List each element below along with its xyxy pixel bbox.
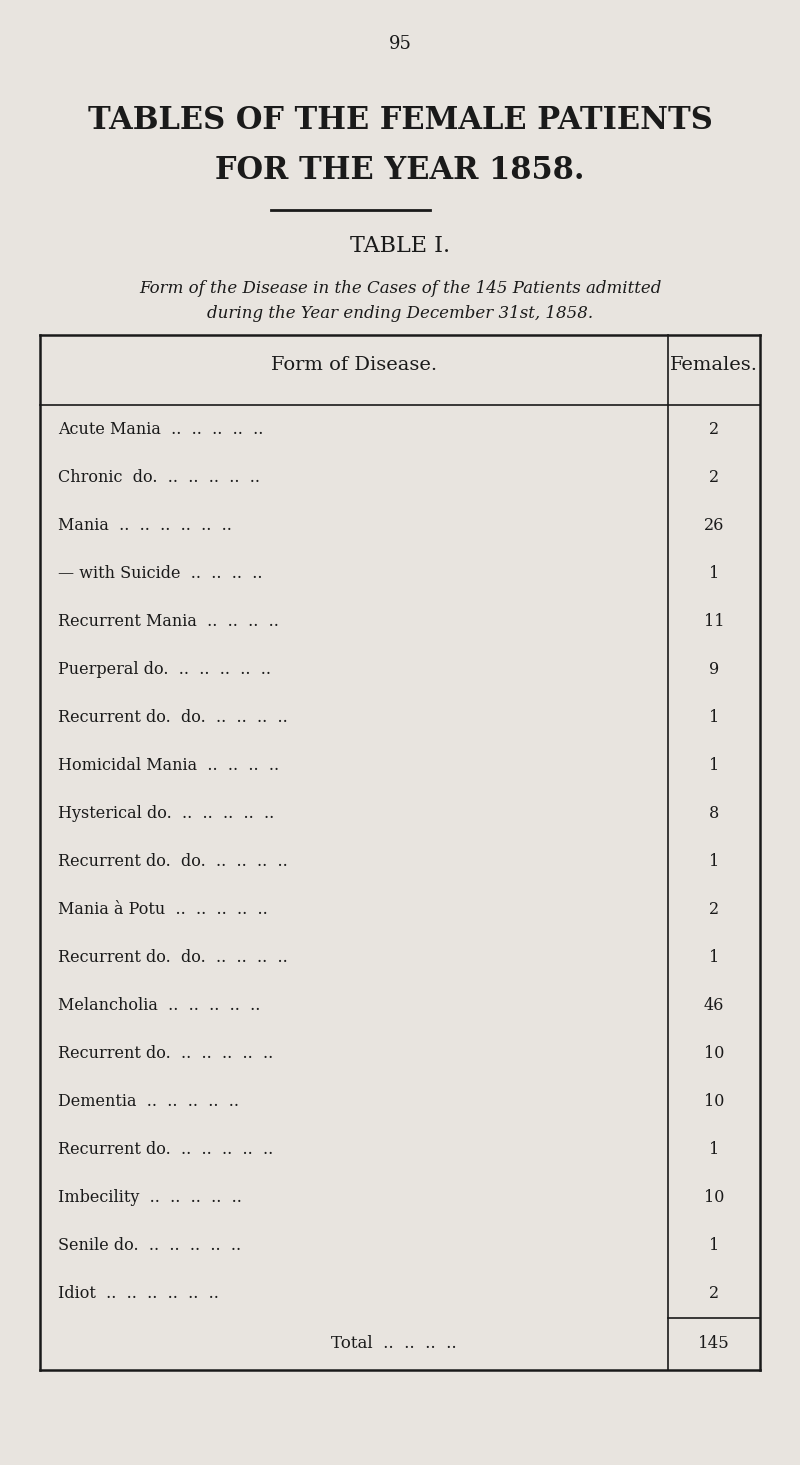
Text: 1: 1 xyxy=(709,949,719,965)
Text: 10: 10 xyxy=(704,1190,724,1206)
Text: Recurrent do.  do.  ..  ..  ..  ..: Recurrent do. do. .. .. .. .. xyxy=(58,949,288,965)
Text: 10: 10 xyxy=(704,1045,724,1062)
Text: 2: 2 xyxy=(709,1285,719,1302)
Text: Form of Disease.: Form of Disease. xyxy=(271,356,438,374)
Text: Total  ..  ..  ..  ..: Total .. .. .. .. xyxy=(331,1336,457,1352)
Text: Imbecility  ..  ..  ..  ..  ..: Imbecility .. .. .. .. .. xyxy=(58,1190,242,1206)
Text: 145: 145 xyxy=(698,1336,730,1352)
Text: Puerperal do.  ..  ..  ..  ..  ..: Puerperal do. .. .. .. .. .. xyxy=(58,661,271,678)
Text: Mania à Potu  ..  ..  ..  ..  ..: Mania à Potu .. .. .. .. .. xyxy=(58,901,268,919)
Text: Homicidal Mania  ..  ..  ..  ..: Homicidal Mania .. .. .. .. xyxy=(58,757,279,774)
Text: FOR THE YEAR 1858.: FOR THE YEAR 1858. xyxy=(215,155,585,186)
Text: Chronic  do.  ..  ..  ..  ..  ..: Chronic do. .. .. .. .. .. xyxy=(58,469,260,485)
Text: Recurrent do.  do.  ..  ..  ..  ..: Recurrent do. do. .. .. .. .. xyxy=(58,709,288,725)
Text: Form of the Disease in the Cases of the 145 Patients admitted: Form of the Disease in the Cases of the … xyxy=(139,280,661,297)
Text: 2: 2 xyxy=(709,901,719,919)
Text: 95: 95 xyxy=(389,35,411,53)
Text: 11: 11 xyxy=(704,612,724,630)
Text: Melancholia  ..  ..  ..  ..  ..: Melancholia .. .. .. .. .. xyxy=(58,998,261,1014)
Text: 1: 1 xyxy=(709,1141,719,1159)
Text: Recurrent Mania  ..  ..  ..  ..: Recurrent Mania .. .. .. .. xyxy=(58,612,279,630)
Text: 2: 2 xyxy=(709,469,719,485)
Text: 1: 1 xyxy=(709,853,719,870)
Text: Idiot  ..  ..  ..  ..  ..  ..: Idiot .. .. .. .. .. .. xyxy=(58,1285,219,1302)
Text: Mania  ..  ..  ..  ..  ..  ..: Mania .. .. .. .. .. .. xyxy=(58,517,232,533)
Text: 9: 9 xyxy=(709,661,719,678)
Text: 1: 1 xyxy=(709,1238,719,1254)
Text: Acute Mania  ..  ..  ..  ..  ..: Acute Mania .. .. .. .. .. xyxy=(58,420,263,438)
Text: during the Year ending December 31st, 1858.: during the Year ending December 31st, 18… xyxy=(207,305,593,322)
Text: — with Suicide  ..  ..  ..  ..: — with Suicide .. .. .. .. xyxy=(58,564,262,582)
Text: TABLE I.: TABLE I. xyxy=(350,234,450,256)
Text: 46: 46 xyxy=(704,998,724,1014)
Text: Hysterical do.  ..  ..  ..  ..  ..: Hysterical do. .. .. .. .. .. xyxy=(58,804,274,822)
Text: 1: 1 xyxy=(709,564,719,582)
Text: 8: 8 xyxy=(709,804,719,822)
Text: Recurrent do.  ..  ..  ..  ..  ..: Recurrent do. .. .. .. .. .. xyxy=(58,1141,274,1159)
Text: 1: 1 xyxy=(709,709,719,725)
Text: Senile do.  ..  ..  ..  ..  ..: Senile do. .. .. .. .. .. xyxy=(58,1238,242,1254)
Text: Females.: Females. xyxy=(670,356,758,374)
Text: 26: 26 xyxy=(704,517,724,533)
Text: 2: 2 xyxy=(709,420,719,438)
Text: Dementia  ..  ..  ..  ..  ..: Dementia .. .. .. .. .. xyxy=(58,1093,239,1110)
Text: Recurrent do.  do.  ..  ..  ..  ..: Recurrent do. do. .. .. .. .. xyxy=(58,853,288,870)
Text: Recurrent do.  ..  ..  ..  ..  ..: Recurrent do. .. .. .. .. .. xyxy=(58,1045,274,1062)
Text: TABLES OF THE FEMALE PATIENTS: TABLES OF THE FEMALE PATIENTS xyxy=(87,105,713,136)
Text: 10: 10 xyxy=(704,1093,724,1110)
Text: 1: 1 xyxy=(709,757,719,774)
